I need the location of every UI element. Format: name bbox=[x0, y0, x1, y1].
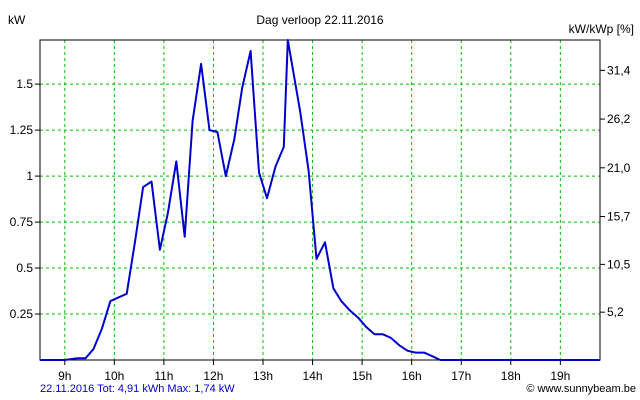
x-tick-label: 9h bbox=[58, 369, 71, 383]
y2-tick-label: 10,5 bbox=[607, 257, 631, 271]
x-tick-label: 11h bbox=[154, 369, 173, 383]
x-tick-label: 12h bbox=[203, 369, 223, 383]
y2-tick-label: 31,4 bbox=[607, 63, 631, 77]
summary-text: 22.11.2016 Tot: 4,91 kWh Max: 1,74 kW bbox=[40, 383, 235, 395]
plot-frame bbox=[39, 39, 601, 361]
credit-text: © www.sunnybeam.be bbox=[526, 383, 636, 395]
x-tick-label: 17h bbox=[451, 369, 471, 383]
y-tick-label: 0.75 bbox=[10, 215, 34, 229]
y-tick-label: 0.5 bbox=[16, 261, 33, 275]
x-tick-label: 16h bbox=[402, 369, 422, 383]
x-tick-label: 13h bbox=[253, 369, 273, 383]
x-axis: 9h 10h 11h 12h 13h 14h 15h 16h 17h 18h 19h bbox=[58, 360, 570, 383]
series-group bbox=[40, 39, 600, 361]
y2-tick-label: 21,0 bbox=[607, 161, 631, 175]
y2-axis: 5,2 10,5 15,7 21,0 26,2 31,4 bbox=[600, 63, 631, 319]
y-tick-label: 1.25 bbox=[10, 123, 34, 137]
x-tick-label: 10h bbox=[104, 369, 124, 383]
y-tick-label: 1 bbox=[26, 169, 33, 183]
y-axis: 0.25 0.5 0.75 1 1.25 1.5 bbox=[10, 77, 40, 321]
daily-summary: 22.11.2016 Tot: 4,91 kWh Max: 1,74 kW bbox=[40, 383, 235, 395]
x-tick-label: 14h bbox=[303, 369, 323, 383]
y2-tick-label: 26,2 bbox=[607, 112, 631, 126]
y2-tick-label: 15,7 bbox=[607, 210, 631, 224]
y-tick-label: 1.5 bbox=[16, 77, 33, 91]
y2-tick-label: 5,2 bbox=[607, 305, 624, 319]
chart-title: Dag verloop 22.11.2016 bbox=[256, 13, 384, 27]
grid bbox=[40, 40, 600, 360]
x-tick-label: 15h bbox=[352, 369, 372, 383]
y-axis-label: kW bbox=[8, 13, 26, 27]
x-tick-label: 19h bbox=[550, 369, 570, 383]
power-series-line bbox=[40, 39, 600, 361]
y-tick-label: 0.25 bbox=[10, 307, 34, 321]
y2-axis-label: kW/kWp [%] bbox=[569, 22, 634, 36]
x-tick-label: 18h bbox=[501, 369, 521, 383]
